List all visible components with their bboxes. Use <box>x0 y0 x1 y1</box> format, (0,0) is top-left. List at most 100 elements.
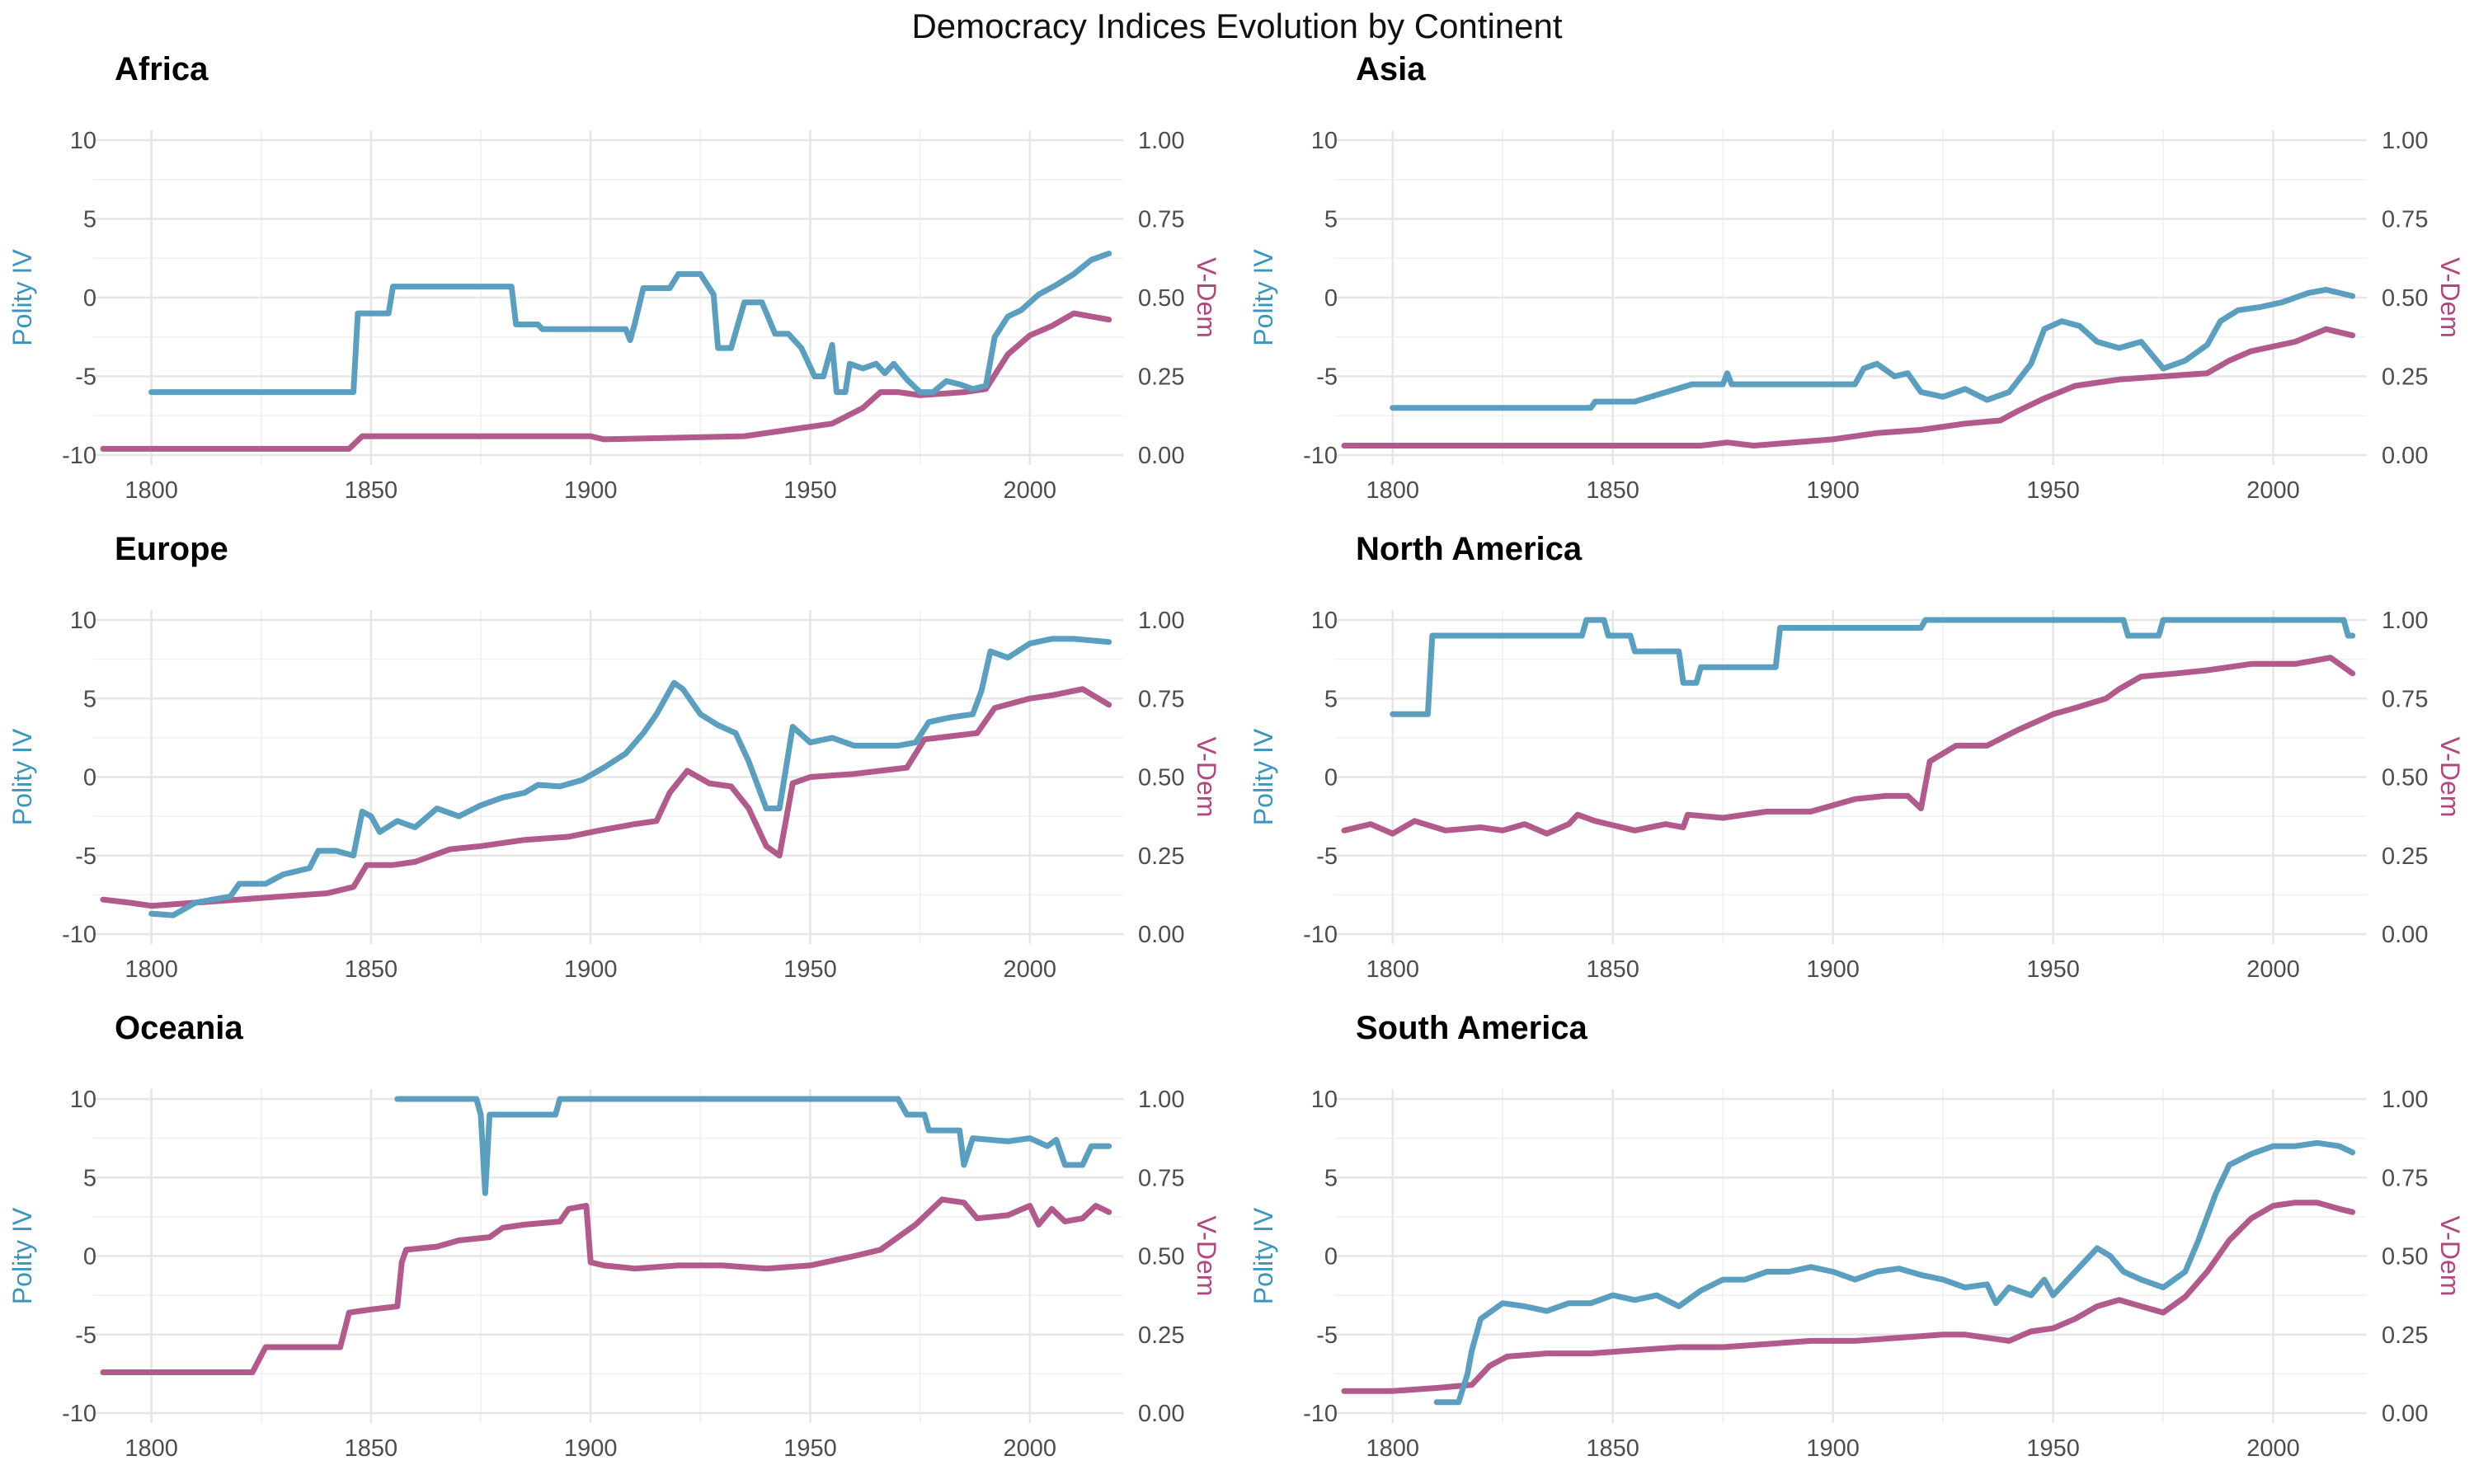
y-left-axis-title: Polity IV <box>7 728 37 825</box>
y-left-axis-title: Polity IV <box>1249 728 1278 825</box>
y-left-tick-label: -5 <box>1316 1322 1338 1349</box>
y-left-tick-label: -5 <box>75 843 96 870</box>
y-right-tick-label: 0.75 <box>1138 686 1184 712</box>
y-right-tick-label: 0.50 <box>2382 285 2428 312</box>
x-tick-label: 1950 <box>2026 477 2080 504</box>
y-left-tick-label: 10 <box>1311 1087 1338 1113</box>
y-right-tick-label: 0.75 <box>2382 207 2428 233</box>
x-tick-label: 1900 <box>1806 956 1860 983</box>
series-line-v-dem <box>1341 1200 2356 1394</box>
x-tick-label: 1950 <box>783 477 837 504</box>
y-right-tick-label: 0.00 <box>2382 443 2428 469</box>
x-tick-label: 2000 <box>1004 956 1057 983</box>
x-tick-label: 1800 <box>125 477 178 504</box>
y-right-tick-label: 0.25 <box>2382 843 2428 870</box>
y-right-axis-title: V-Dem <box>1192 737 1221 818</box>
series-line-v-dem <box>1341 655 2356 837</box>
y-left-tick-label: -5 <box>75 364 96 391</box>
x-tick-label: 2000 <box>2246 1435 2300 1462</box>
series-line-polity-iv <box>1390 617 2356 717</box>
panel-title: Africa <box>115 51 209 87</box>
series-line-v-dem <box>1341 326 2356 448</box>
y-right-tick-label: 0.75 <box>1138 1165 1184 1191</box>
x-tick-label: 1900 <box>564 956 618 983</box>
y-left-tick-label: 0 <box>1324 1244 1338 1270</box>
x-tick-label: 1900 <box>1806 477 1860 504</box>
x-tick-label: 1800 <box>1366 1435 1419 1462</box>
y-left-tick-label: -10 <box>62 443 96 469</box>
series-line-v-dem <box>100 686 1112 909</box>
panel-title: Oceania <box>115 1010 243 1046</box>
y-left-tick-label: 5 <box>83 686 96 712</box>
panel-europe: Europe -10 -5 0 5 10 0.00 0.25 0.50 0.75 1.00 1800 1… <box>7 531 1221 983</box>
panel-title: South America <box>1356 1010 1588 1046</box>
panel-title: North America <box>1356 531 1583 567</box>
series-line-polity-iv <box>148 636 1112 918</box>
y-left-tick-label: -10 <box>1303 922 1338 948</box>
y-left-tick-label: -5 <box>1316 843 1338 870</box>
panel-south-america: South America -10 -5 0 5 10 0.00 0.25 0.50 0.75 1.… <box>1249 1010 2465 1462</box>
x-tick-label: 1950 <box>2026 1435 2080 1462</box>
y-left-tick-label: 10 <box>1311 608 1338 634</box>
y-left-tick-label: 10 <box>70 128 96 154</box>
x-tick-label: 1950 <box>2026 956 2080 983</box>
y-right-tick-label: 0.00 <box>1138 1401 1184 1427</box>
x-tick-label: 1900 <box>564 477 618 504</box>
y-right-tick-label: 0.25 <box>2382 1322 2428 1349</box>
series-line-v-dem <box>100 1196 1112 1375</box>
y-left-tick-label: -10 <box>62 922 96 948</box>
y-right-axis-title: V-Dem <box>2435 1216 2465 1297</box>
y-left-tick-label: 5 <box>1324 207 1338 233</box>
y-right-axis-title: V-Dem <box>2435 257 2465 338</box>
x-tick-label: 2000 <box>2246 956 2300 983</box>
y-right-tick-label: 0.00 <box>1138 922 1184 948</box>
y-right-tick-label: 1.00 <box>1138 1087 1184 1113</box>
y-right-tick-label: 0.50 <box>1138 285 1184 312</box>
y-left-tick-label: 5 <box>83 1165 96 1191</box>
y-left-tick-label: 0 <box>83 285 96 312</box>
x-tick-label: 2000 <box>1004 1435 1057 1462</box>
y-right-tick-label: 1.00 <box>1138 128 1184 154</box>
series-line-polity-iv <box>1433 1139 2356 1406</box>
panel-north-america: North America -10 -5 0 5 10 0.00 0.25 0.50 0.75 1.… <box>1249 531 2465 983</box>
x-tick-label: 1850 <box>1586 477 1639 504</box>
x-tick-label: 1800 <box>1366 477 1419 504</box>
panel-oceania: Oceania -10 -5 0 5 10 0.00 0.25 0.50 0.75 1.00 1800… <box>7 1010 1221 1462</box>
y-left-tick-label: 0 <box>83 765 96 791</box>
series-line-polity-iv <box>148 251 1112 396</box>
x-tick-label: 1850 <box>1586 1435 1639 1462</box>
y-right-tick-label: 0.00 <box>2382 922 2428 948</box>
y-left-tick-label: 10 <box>70 608 96 634</box>
x-tick-label: 2000 <box>1004 477 1057 504</box>
x-tick-label: 1800 <box>125 956 178 983</box>
x-tick-label: 1800 <box>1366 956 1419 983</box>
y-right-tick-label: 0.25 <box>1138 364 1184 391</box>
panel-title: Asia <box>1356 51 1426 87</box>
y-right-axis-title: V-Dem <box>1192 1216 1221 1297</box>
y-right-axis-title: V-Dem <box>2435 737 2465 818</box>
y-right-tick-label: 1.00 <box>2382 128 2428 154</box>
y-right-tick-label: 1.00 <box>2382 608 2428 634</box>
y-left-tick-label: 5 <box>83 207 96 233</box>
series-line-v-dem <box>100 310 1112 452</box>
x-tick-label: 1850 <box>1586 956 1639 983</box>
panel-africa: Africa -10 -5 0 5 10 0.00 0.25 0.50 0.75 1.00 1800 1… <box>7 51 1221 504</box>
y-left-tick-label: 5 <box>1324 1165 1338 1191</box>
y-left-tick-label: -10 <box>1303 1401 1338 1427</box>
y-right-tick-label: 0.75 <box>2382 1165 2428 1191</box>
x-tick-label: 1900 <box>1806 1435 1860 1462</box>
y-right-tick-label: 0.00 <box>2382 1401 2428 1427</box>
y-right-tick-label: 0.25 <box>1138 1322 1184 1349</box>
y-left-tick-label: -5 <box>1316 364 1338 391</box>
panel-title: Europe <box>115 531 228 567</box>
panel-asia: Asia -10 -5 0 5 10 0.00 0.25 0.50 0.75 1.00 1800 185… <box>1249 51 2465 504</box>
y-right-tick-label: 0.25 <box>1138 843 1184 870</box>
series-line-polity-iv <box>1390 286 2356 411</box>
y-left-tick-label: 5 <box>1324 686 1338 712</box>
x-tick-label: 1900 <box>564 1435 618 1462</box>
series-line-polity-iv <box>394 1096 1112 1196</box>
y-left-tick-label: 0 <box>83 1244 96 1270</box>
y-left-tick-label: 0 <box>1324 285 1338 312</box>
y-left-axis-title: Polity IV <box>7 249 37 346</box>
